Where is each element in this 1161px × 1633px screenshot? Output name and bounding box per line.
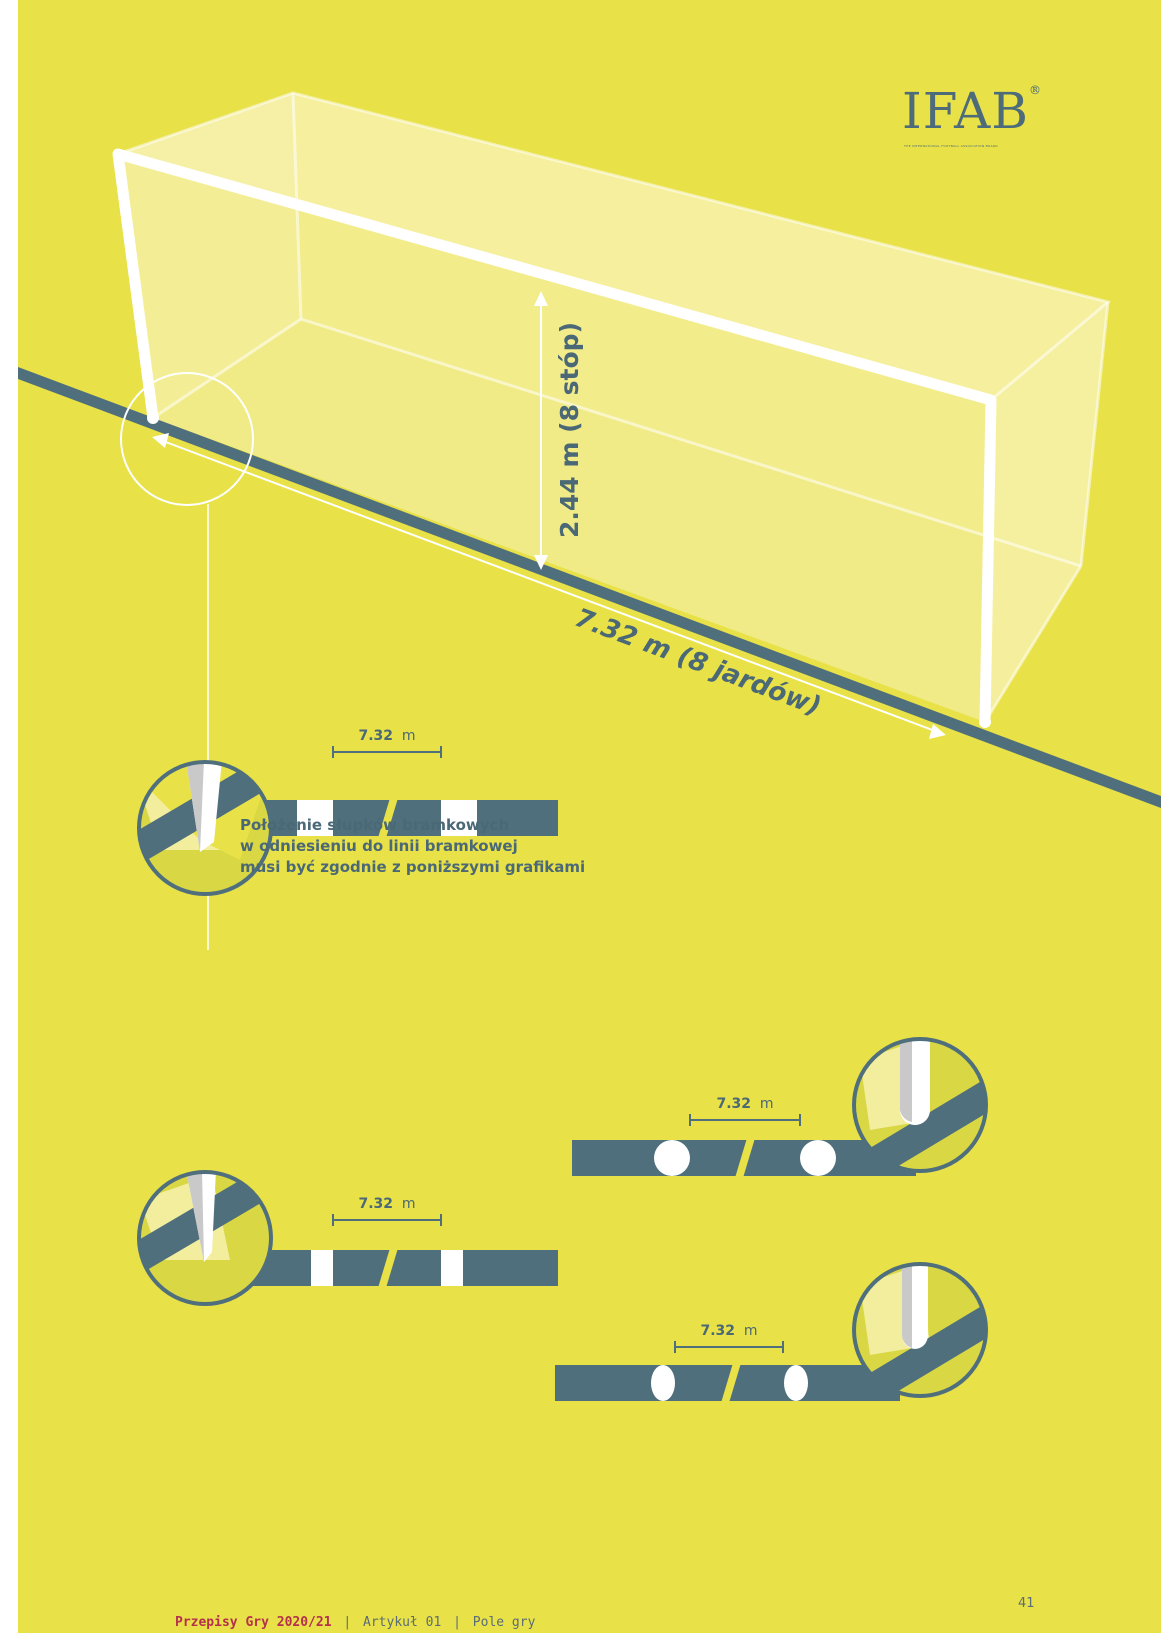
white-margin — [0, 0, 18, 1633]
registered-mark: ® — [1029, 83, 1042, 97]
post-ellipse-left — [651, 1365, 675, 1401]
ifab-logo-subtitle: THE INTERNATIONAL FOOTBALL ASSOCIATION B… — [904, 144, 998, 148]
caption: Położenie słupków bramkowych w odniesien… — [240, 815, 660, 878]
footer-publication: Przepisy Gry 2020/21 — [175, 1615, 332, 1630]
ifab-logo: IFAB® — [902, 86, 1042, 136]
post-ellipse-right — [784, 1365, 808, 1401]
post-rect-right — [441, 1250, 463, 1286]
footer-separator-2: | — [453, 1615, 461, 1630]
detail-4-value: 7.32 — [700, 1323, 735, 1339]
detail-3-value: 7.32 — [716, 1096, 751, 1112]
detail-1-unit: m — [402, 728, 416, 744]
footer-separator-1: | — [343, 1615, 351, 1630]
post-round-right — [800, 1140, 836, 1176]
ifab-logo-text: IFAB — [902, 82, 1029, 140]
left-post-base — [147, 412, 159, 424]
footer: Przepisy Gry 2020/21 | Artykuł 01 | Pole… — [175, 1615, 535, 1630]
caption-line-3: musi być zgodnie z poniższymi grafikami — [240, 857, 660, 878]
svg-text:7.32 m: 7.32 m — [716, 1096, 773, 1112]
detail-3-unit: m — [760, 1096, 774, 1112]
right-post-base — [979, 716, 991, 728]
detail-2-unit: m — [402, 1196, 416, 1212]
caption-line-2: w odniesieniu do linii bramkowej — [240, 836, 660, 857]
detail-1-value: 7.32 — [358, 728, 393, 744]
svg-text:7.32 m: 7.32 m — [358, 1196, 415, 1212]
page-number: 41 — [1018, 1596, 1035, 1611]
svg-text:7.32 m: 7.32 m — [700, 1323, 757, 1339]
detail-2-value: 7.32 — [358, 1196, 393, 1212]
detail-4-unit: m — [744, 1323, 758, 1339]
caption-line-1: Położenie słupków bramkowych — [240, 815, 660, 836]
footer-article: Artykuł 01 — [363, 1615, 441, 1630]
footer-section: Pole gry — [473, 1615, 536, 1630]
post-round-left — [654, 1140, 690, 1176]
svg-text:7.32 m: 7.32 m — [358, 728, 415, 744]
post-rect-left — [311, 1250, 333, 1286]
height-label: 2.44 m (8 stóp) — [555, 322, 584, 538]
